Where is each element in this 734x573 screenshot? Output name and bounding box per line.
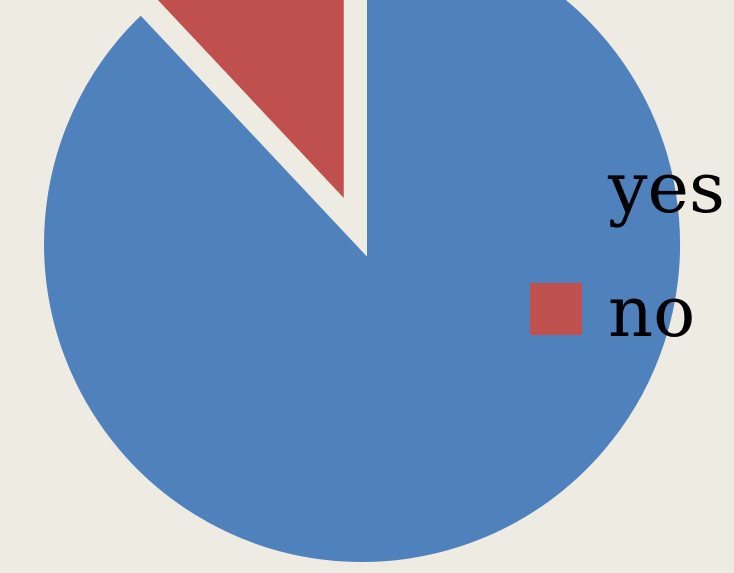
legend-swatch-yes: [530, 168, 582, 220]
legend: yes no: [530, 147, 725, 353]
legend-label-no: no: [608, 271, 695, 353]
legend-swatch-no: [530, 283, 582, 335]
pie-slices: [34, 0, 690, 572]
legend-label-yes: yes: [607, 147, 725, 229]
pie-slice-no: [144, 0, 354, 224]
pie-slice-yes: [34, 0, 690, 572]
